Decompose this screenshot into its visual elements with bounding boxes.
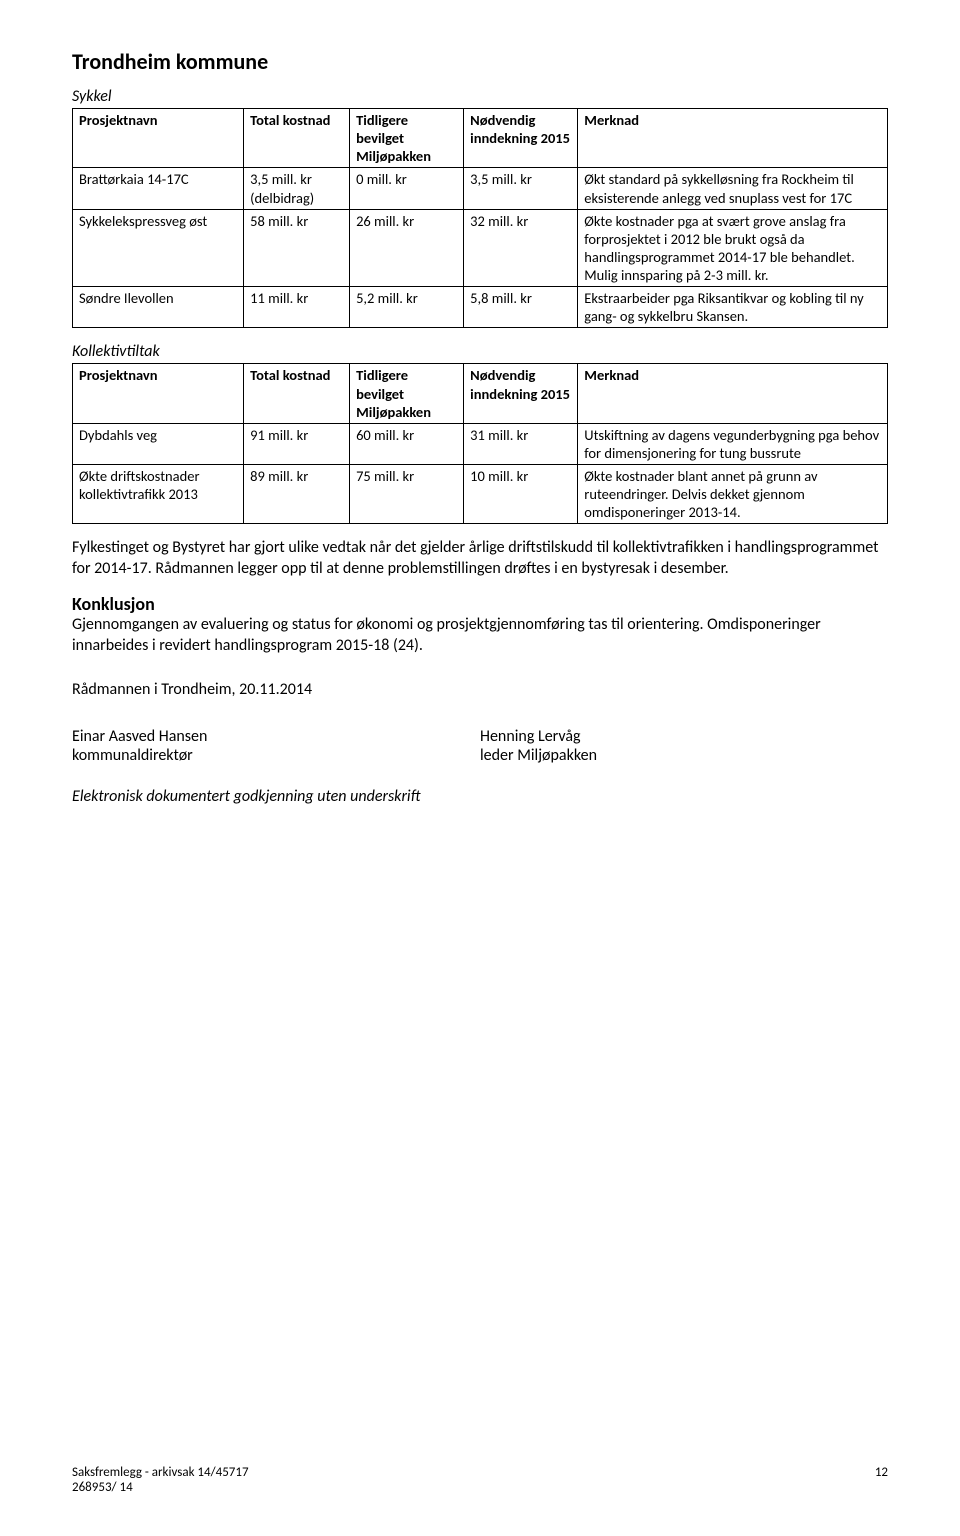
footer-page-number: 12 [875,1465,888,1496]
table-row: Økte driftskostnader kollektivtrafikk 20… [73,465,888,524]
th-name: Prosjektnavn [73,364,244,423]
sig-right-role: leder Miljøpakken [480,746,888,765]
cell-name: Dybdahls veg [73,423,244,464]
footer-left: Saksfremlegg - arkivsak 14/45717 268953/… [72,1465,249,1496]
closing-line: Elektronisk dokumentert godkjenning uten… [72,787,888,806]
table-row: Brattørkaia 14-17C 3,5 mill. kr (delbidr… [73,168,888,209]
th-prev: Tidligere bevilget Miljøpakken [350,364,464,423]
cell-note: Økte kostnader blant annet på grunn av r… [578,465,888,524]
cell-prev: 26 mill. kr [350,209,464,287]
cell-note: Økte kostnader pga at svært grove anslag… [578,209,888,287]
th-need: Nødvendig inndekning 2015 [464,364,578,423]
cell-name: Sykkelekspressveg øst [73,209,244,287]
cell-note: Økt standard på sykkelløsning fra Rockhe… [578,168,888,209]
th-need: Nødvendig inndekning 2015 [464,109,578,168]
cell-total: 3,5 mill. kr (delbidrag) [244,168,350,209]
cell-need: 10 mill. kr [464,465,578,524]
cell-note: Utskiftning av dagens vegunderbygning pg… [578,423,888,464]
heading-konklusjon: Konklusjon [72,593,888,615]
th-note: Merknad [578,109,888,168]
cell-name: Brattørkaia 14-17C [73,168,244,209]
table-sykkel: Prosjektnavn Total kostnad Tidligere bev… [72,108,888,328]
cell-total: 11 mill. kr [244,287,350,328]
cell-name: Søndre Ilevollen [73,287,244,328]
cell-need: 31 mill. kr [464,423,578,464]
cell-total: 89 mill. kr [244,465,350,524]
th-note: Merknad [578,364,888,423]
footer-line1: Saksfremlegg - arkivsak 14/45717 [72,1465,249,1481]
table-row: Dybdahls veg 91 mill. kr 60 mill. kr 31 … [73,423,888,464]
signature-right: Henning Lervåg leder Miljøpakken [480,727,888,765]
cell-prev: 5,2 mill. kr [350,287,464,328]
sig-right-name: Henning Lervåg [480,727,888,746]
paragraph-konklusjon: Gjennomgangen av evaluering og status fo… [72,615,888,656]
table-kollektiv: Prosjektnavn Total kostnad Tidligere bev… [72,363,888,524]
cell-need: 5,8 mill. kr [464,287,578,328]
table-row: Søndre Ilevollen 11 mill. kr 5,2 mill. k… [73,287,888,328]
th-name: Prosjektnavn [73,109,244,168]
signature-block: Einar Aasved Hansen kommunaldirektør Hen… [72,727,888,765]
cell-need: 32 mill. kr [464,209,578,287]
page-title: Trondheim kommune [72,48,888,75]
table-row: Sykkelekspressveg øst 58 mill. kr 26 mil… [73,209,888,287]
section-label-kollektiv: Kollektivtiltak [72,342,888,361]
section-label-sykkel: Sykkel [72,87,888,106]
cell-total: 91 mill. kr [244,423,350,464]
cell-name: Økte driftskostnader kollektivtrafikk 20… [73,465,244,524]
cell-prev: 0 mill. kr [350,168,464,209]
th-prev: Tidligere bevilget Miljøpakken [350,109,464,168]
sig-left-name: Einar Aasved Hansen [72,727,480,746]
sig-left-role: kommunaldirektør [72,746,480,765]
cell-note: Ekstraarbeider pga Riksantikvar og kobli… [578,287,888,328]
cell-prev: 75 mill. kr [350,465,464,524]
cell-need: 3,5 mill. kr [464,168,578,209]
page-footer: Saksfremlegg - arkivsak 14/45717 268953/… [72,1465,888,1496]
signature-left: Einar Aasved Hansen kommunaldirektør [72,727,480,765]
cell-total: 58 mill. kr [244,209,350,287]
th-total: Total kostnad [244,364,350,423]
paragraph-intro: Fylkestinget og Bystyret har gjort ulike… [72,538,888,579]
radmann-line: Rådmannen i Trondheim, 20.11.2014 [72,680,888,700]
table-header-row: Prosjektnavn Total kostnad Tidligere bev… [73,109,888,168]
th-total: Total kostnad [244,109,350,168]
table-header-row: Prosjektnavn Total kostnad Tidligere bev… [73,364,888,423]
cell-prev: 60 mill. kr [350,423,464,464]
footer-line2: 268953/ 14 [72,1480,249,1496]
